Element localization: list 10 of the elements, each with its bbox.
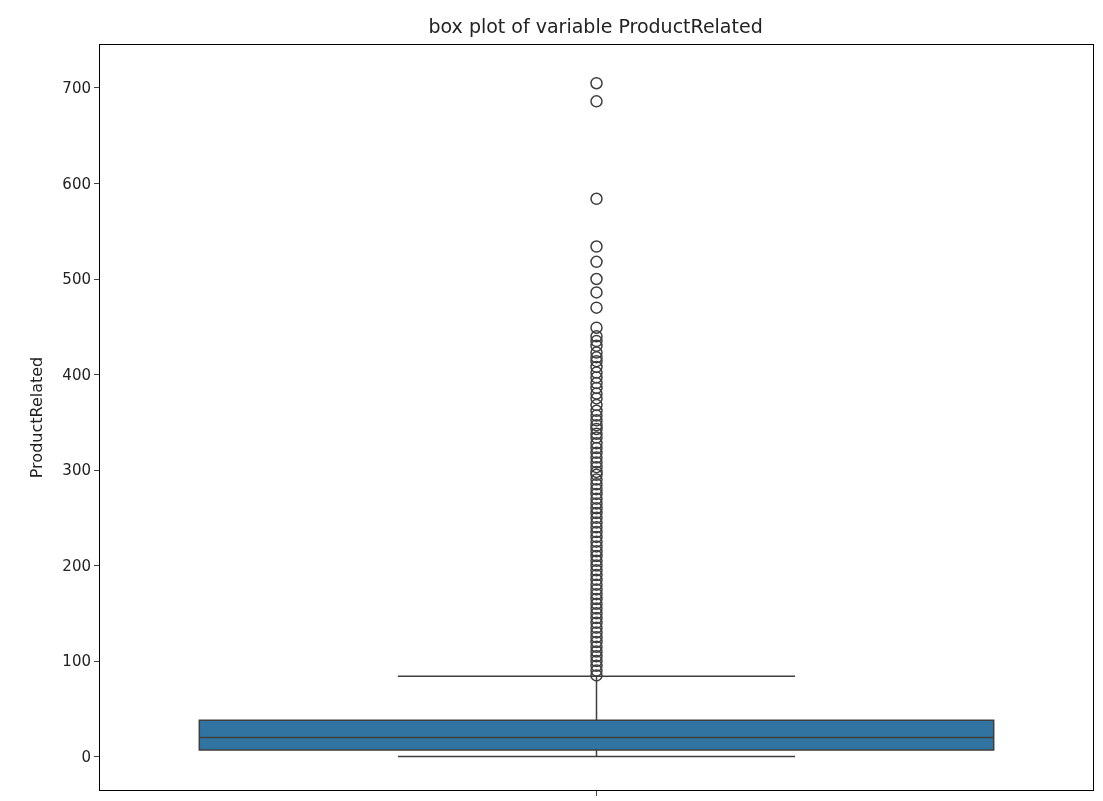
y-tick-label: 700 [62,79,91,98]
y-tick-label: 200 [62,556,91,575]
y-tick-label: 500 [62,270,91,289]
y-tick-label: 400 [62,365,91,384]
y-tick-label: 600 [62,174,91,193]
y-tick-label: 0 [81,747,91,766]
y-tick-label: 100 [62,652,91,671]
chart-title: box plot of variable ProductRelated [428,15,763,38]
y-axis-title: ProductRelated [27,356,47,479]
y-tick-label: 300 [62,461,91,480]
